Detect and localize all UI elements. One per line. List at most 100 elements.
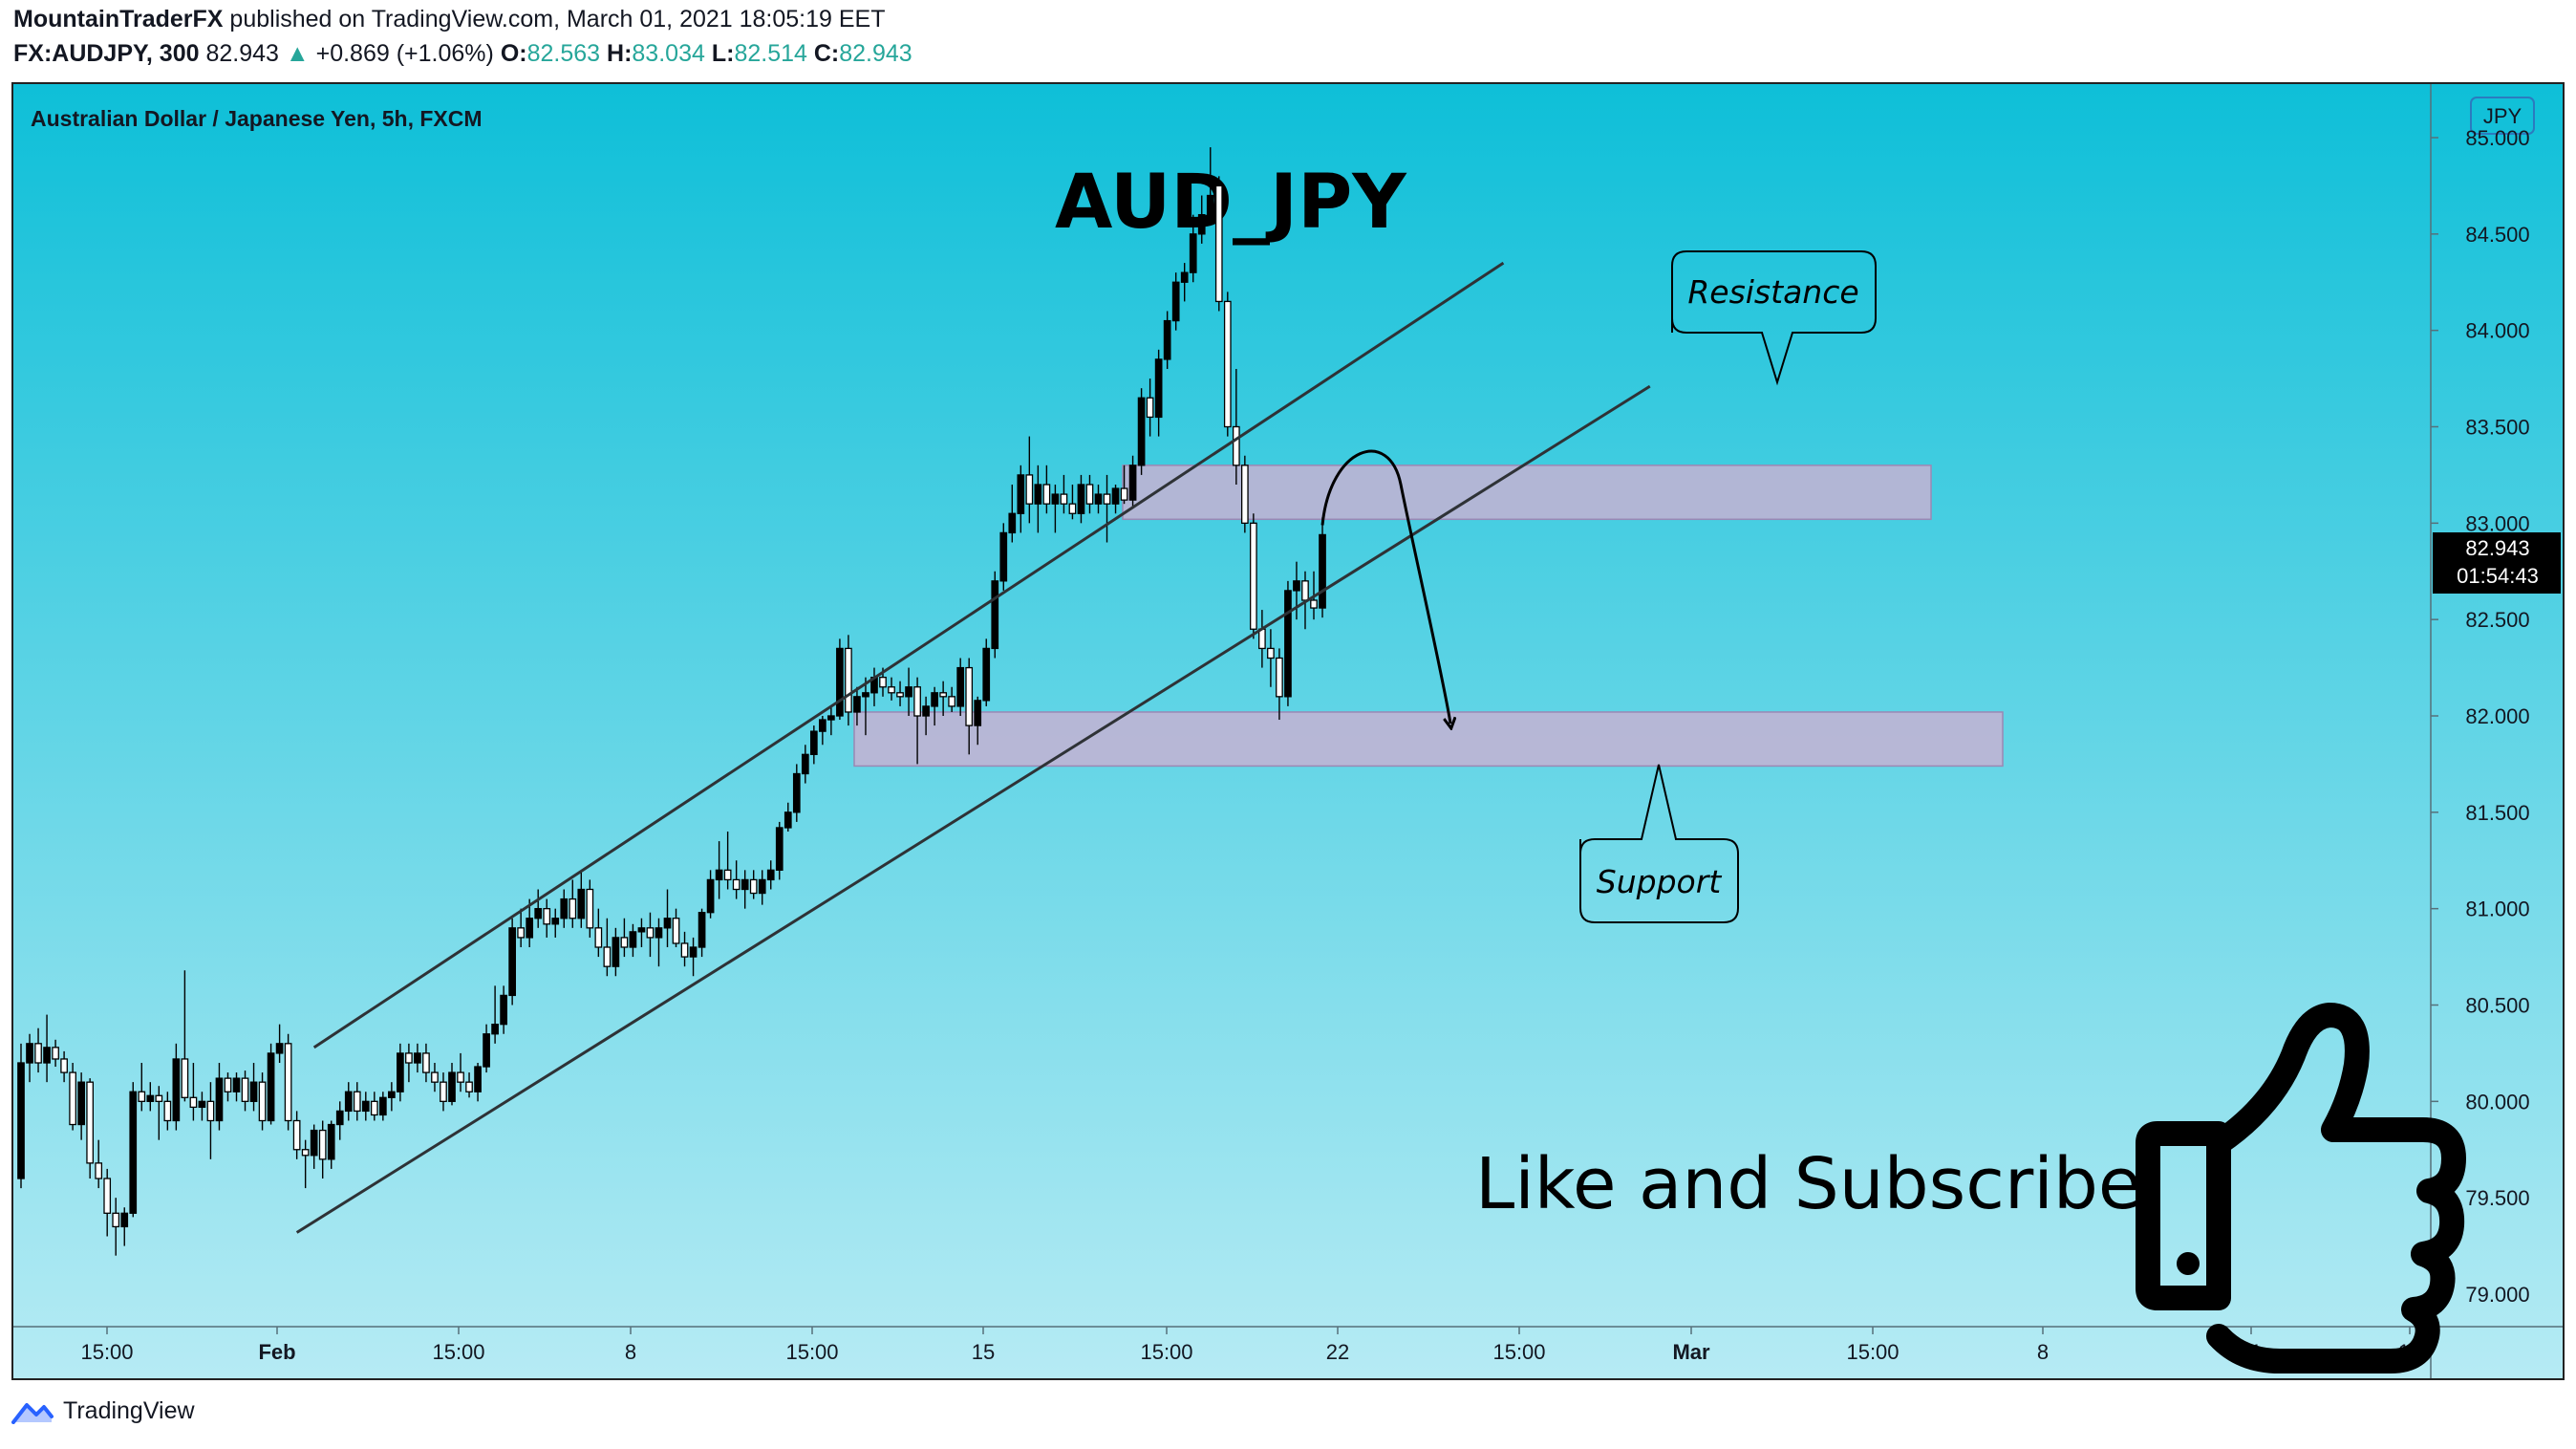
candle-body	[1214, 184, 1223, 303]
candle-body	[378, 1096, 387, 1116]
candle-body	[52, 1047, 59, 1060]
candle-body	[1060, 493, 1068, 505]
candle	[629, 923, 637, 958]
candlestick-chart[interactable]: Australian Dollar / Japanese Yen, 5h, FX…	[13, 84, 2563, 1378]
candle	[301, 1139, 310, 1189]
candle-body	[448, 1071, 456, 1102]
candle-body	[1310, 599, 1318, 609]
y-tick-label: 79.500	[2465, 1186, 2529, 1210]
candle-body	[560, 898, 569, 919]
candle-body	[1077, 484, 1085, 514]
candle	[344, 1082, 353, 1121]
candle-body	[982, 647, 991, 702]
countdown-label: 01:54:43	[2457, 564, 2539, 588]
y-tick-label: 83.500	[2465, 416, 2529, 440]
candle	[1103, 474, 1111, 543]
y-tick-label: 83.000	[2465, 511, 2529, 535]
candle-body	[258, 1081, 267, 1122]
candle	[1319, 517, 1326, 618]
candle-body	[749, 878, 758, 895]
candle-body	[275, 1043, 284, 1054]
candle-body	[1128, 465, 1137, 501]
candle	[749, 870, 758, 899]
candle-body	[86, 1081, 95, 1164]
tradingview-footer[interactable]: TradingView	[11, 1397, 195, 1425]
candle	[888, 677, 895, 701]
x-tick-label: 15	[972, 1340, 995, 1364]
candle-body	[603, 946, 612, 967]
candle	[163, 1092, 172, 1131]
candle-body	[77, 1081, 85, 1126]
candle	[500, 985, 507, 1034]
channel-upper-line	[312, 261, 1505, 1049]
x-tick-label: 8	[2037, 1340, 2049, 1364]
publish-info: MountainTraderFX published on TradingVie…	[13, 6, 886, 33]
candle-body	[146, 1094, 155, 1102]
candle	[483, 1024, 490, 1073]
author-name[interactable]: MountainTraderFX	[13, 6, 224, 32]
candle-body	[465, 1081, 473, 1092]
candle	[1276, 648, 1283, 721]
candle	[655, 918, 663, 967]
candle-body	[327, 1123, 335, 1160]
candle-body	[888, 686, 895, 694]
support-callout: Support	[1597, 863, 1723, 900]
zones-layer	[853, 465, 2004, 768]
candle-body	[414, 1052, 421, 1064]
candle-body	[1017, 474, 1025, 514]
candle-body	[1206, 194, 1214, 216]
candle	[353, 1082, 361, 1121]
candle-body	[1146, 397, 1154, 419]
candle	[292, 1111, 301, 1159]
candle	[60, 1050, 68, 1083]
candle	[1214, 176, 1223, 312]
candle	[939, 681, 947, 716]
candle-body	[181, 1058, 189, 1098]
candle	[913, 677, 921, 765]
candle-body	[163, 1100, 172, 1122]
candle-body	[198, 1100, 206, 1109]
candle-body	[827, 715, 835, 721]
candle	[827, 705, 835, 736]
candle	[215, 1063, 224, 1131]
candle-body	[526, 918, 534, 939]
candle-body	[999, 531, 1008, 582]
candle	[335, 1101, 344, 1140]
candle	[448, 1063, 456, 1106]
candle	[1171, 272, 1180, 331]
price-axis[interactable]: 85.000 84.500 84.000 83.500 83.000 82.500 82.0…	[2431, 126, 2530, 1307]
candle-body	[1094, 493, 1103, 505]
close-label: C:	[813, 40, 840, 67]
currency-button[interactable]: JPY	[2483, 104, 2522, 128]
published-text: published on TradingView.com, March 01, …	[229, 6, 886, 32]
candle-body	[517, 927, 526, 939]
candle-body	[431, 1071, 439, 1083]
candle-body	[318, 1129, 327, 1160]
x-tick-label: 8	[625, 1340, 636, 1364]
candle	[17, 1043, 25, 1189]
candle-body	[792, 772, 801, 813]
candle	[440, 1072, 447, 1112]
candle	[905, 667, 912, 716]
candle-body	[508, 927, 516, 997]
candle	[809, 725, 818, 765]
currency-button-frame[interactable]	[2470, 97, 2535, 135]
candle	[853, 686, 861, 726]
candle	[896, 681, 904, 706]
candle	[1060, 474, 1068, 514]
candle	[414, 1043, 421, 1073]
candle	[206, 1082, 215, 1159]
annotation-title: AUD_JPY	[1055, 160, 1407, 246]
x-tick-label: 15:00	[1846, 1340, 1899, 1364]
candle	[922, 696, 930, 736]
candle-body	[931, 692, 938, 707]
ohlc-info: FX:AUDJPY, 300 82.943 ▲ +0.869 (+1.06%) …	[13, 40, 912, 68]
y-tick-label: 79.000	[2465, 1283, 2529, 1307]
chart-frame[interactable]: Australian Dollar / Japanese Yen, 5h, FX…	[11, 82, 2565, 1380]
candle-body	[43, 1047, 51, 1064]
candle	[155, 1086, 163, 1140]
candle	[129, 1082, 138, 1218]
candle	[974, 696, 982, 746]
candle-body	[698, 912, 706, 948]
candle-body	[440, 1081, 447, 1102]
